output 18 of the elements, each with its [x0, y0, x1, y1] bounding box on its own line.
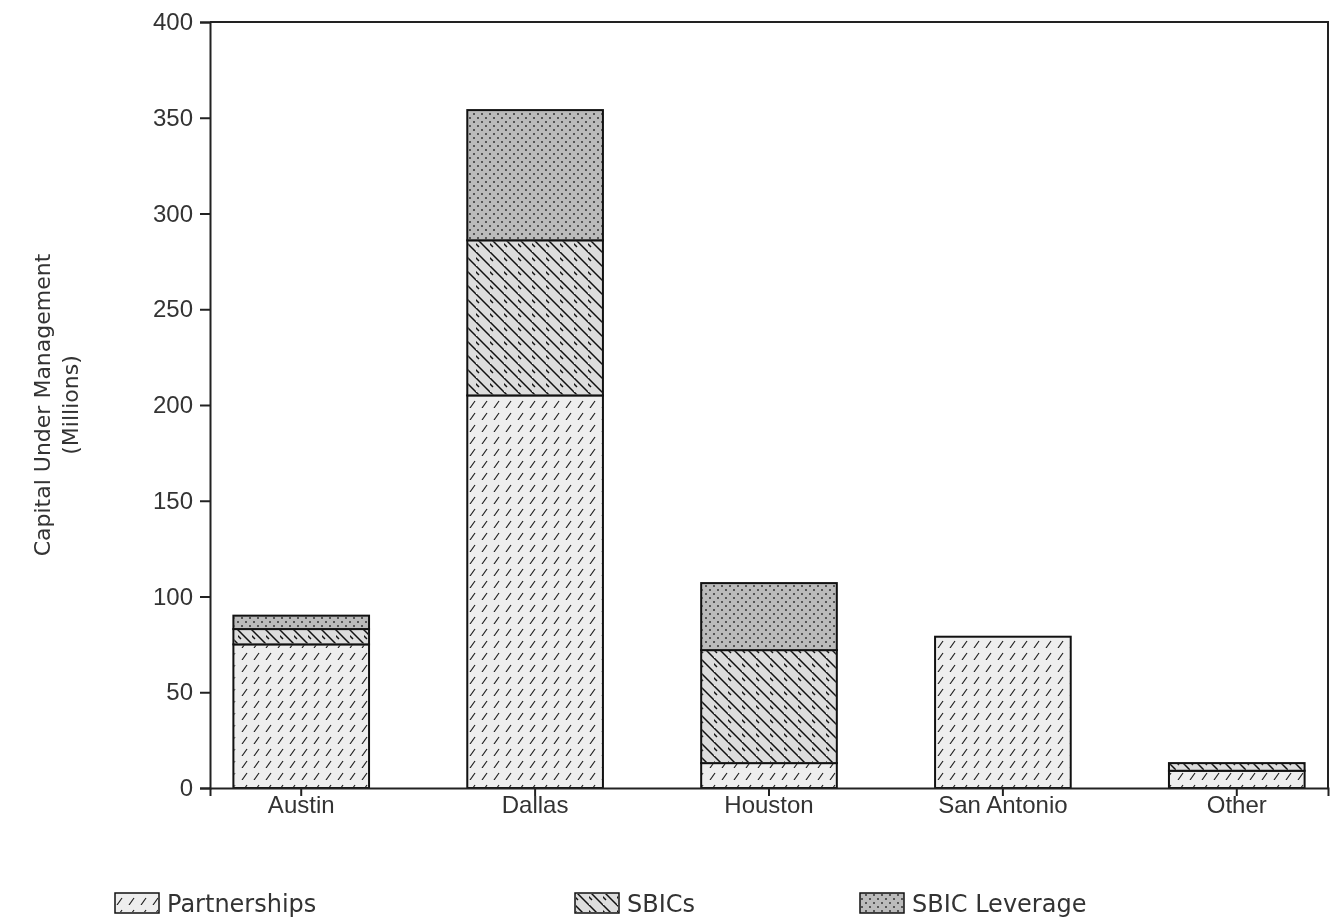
y-tick-label: 300 — [152, 199, 193, 227]
legend-label: SBICs — [627, 890, 696, 918]
x-tick-label: Other — [1206, 791, 1267, 818]
y-tick-label: 200 — [152, 391, 193, 419]
x-tick-label: San Antonio — [938, 791, 1068, 818]
y-tick-label: 0 — [179, 774, 193, 802]
y-tick-label: 250 — [152, 295, 193, 323]
y-tick-label: 50 — [166, 678, 193, 706]
legend-label: Partnerships — [167, 890, 317, 918]
legend-label: SBIC Leverage — [912, 890, 1087, 918]
x-tick-label: Dallas — [501, 791, 569, 818]
y-tick-label: 400 — [152, 8, 193, 36]
y-tick-label: 150 — [152, 486, 193, 514]
x-tick-label: Houston — [724, 791, 814, 818]
y-axis-title: Capital Under Management (Millions) — [30, 253, 83, 557]
y-tick-label: 350 — [152, 103, 193, 131]
y-tick-label: 100 — [152, 582, 193, 610]
x-tick-label: Austin — [267, 791, 335, 818]
